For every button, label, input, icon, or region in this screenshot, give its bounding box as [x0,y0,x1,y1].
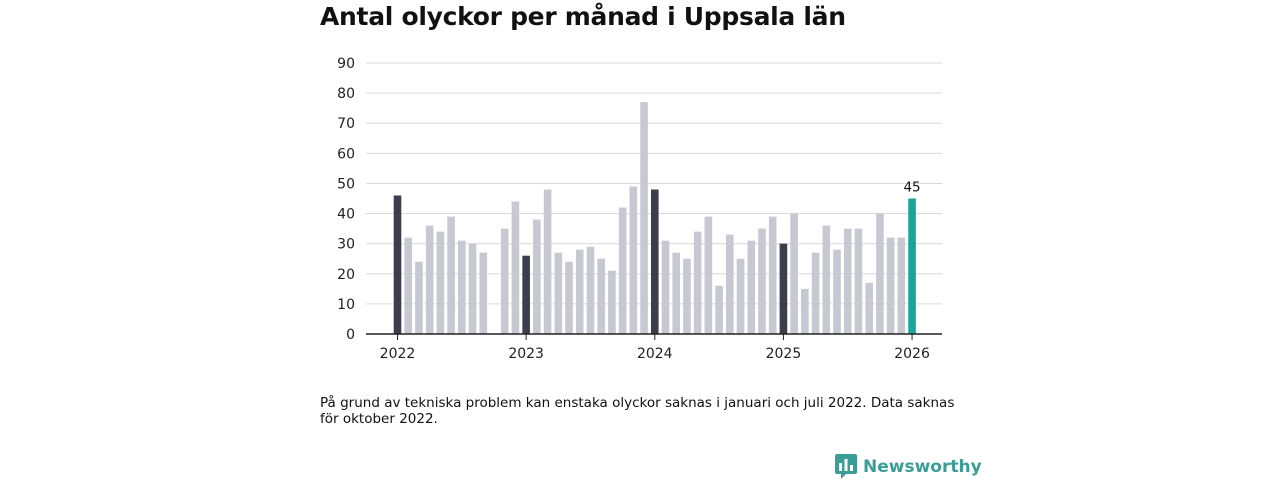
bar [865,282,873,334]
bar [629,186,638,334]
bar [565,261,573,334]
bar [811,252,820,334]
footnote: På grund av tekniska problem kan enstaka… [320,395,955,427]
bar [886,237,895,334]
bars [393,102,916,334]
annotations: 45 [903,180,920,196]
bar [683,258,691,334]
bar [511,201,520,334]
x-tick-label: 2024 [637,346,673,362]
bar [693,231,702,334]
y-tick-label: 10 [337,297,355,313]
bar [608,270,616,334]
bar-january [650,189,659,334]
bar [458,240,466,334]
y-tick-label: 40 [337,207,355,223]
brand-name: Newsworthy [863,457,982,477]
bar [854,228,863,334]
bar-january [522,255,530,334]
bar [833,249,841,334]
bar [704,216,713,334]
bar [447,216,455,334]
bar-chart: 0 10 20 30 40 50 60 70 80 90 2022 2023 2024 2025 2026… [337,56,942,362]
bar-january [779,243,788,334]
bar [500,228,509,334]
bar [575,249,584,334]
data-label: 45 [903,180,920,196]
bar [618,207,627,334]
bar [768,216,777,334]
bar [533,219,541,334]
bar [597,258,605,334]
bar [543,189,552,334]
bar [468,243,477,334]
bar [790,213,798,334]
y-axis-tick-labels: 0 10 20 30 40 50 60 70 80 90 [337,56,355,343]
bar [758,228,766,334]
bar [479,252,488,334]
x-axis-ticks: 2022 2023 2024 2025 2026 [380,334,930,362]
y-tick-label: 90 [337,56,355,72]
x-tick-label: 2023 [508,346,544,362]
bar [726,234,734,334]
bar [747,240,756,334]
bar [436,231,445,334]
y-tick-label: 60 [337,146,355,162]
bar [425,225,434,334]
y-tick-label: 50 [337,176,355,192]
bar [801,288,809,334]
bar [822,225,831,334]
bar [736,258,745,334]
bar [843,228,852,334]
bar [404,237,413,334]
bar [897,237,906,334]
bar [640,102,648,334]
bar [661,240,670,334]
bar [715,285,723,334]
x-tick-label: 2022 [380,346,416,362]
y-tick-label: 0 [346,327,355,343]
y-tick-label: 30 [337,237,355,253]
bar-january [393,195,402,334]
x-tick-label: 2025 [766,346,802,362]
bar [554,252,563,334]
bar [415,261,423,334]
y-tick-label: 20 [337,267,355,283]
bar [672,252,681,334]
bar [876,213,884,334]
newsworthy-icon [835,454,857,479]
bar [586,246,595,334]
bar-latest [908,198,916,334]
chart-title: Antal olyckor per månad i Uppsala län [320,2,846,31]
y-tick-label: 80 [337,86,355,102]
y-tick-label: 70 [337,116,355,132]
x-tick-label: 2026 [894,346,930,362]
newsworthy-logo[interactable]: Newsworthy [835,454,982,480]
